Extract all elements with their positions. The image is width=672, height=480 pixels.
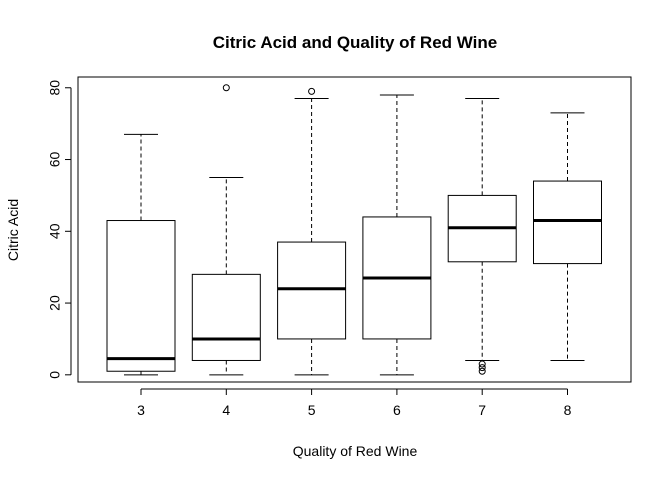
box-4 [191, 84, 261, 376]
y-tick-label: 0 [47, 371, 63, 379]
x-tick-label: 5 [308, 402, 316, 418]
x-tick-label: 6 [393, 402, 401, 418]
x-tick-label: 4 [222, 402, 230, 418]
box-5 [277, 87, 347, 376]
outlier-point [478, 360, 486, 368]
box-7 [447, 98, 517, 375]
box-6 [362, 94, 432, 376]
y-axis-label: Citric Acid [5, 199, 21, 261]
x-axis: 3 4 5 6 7 8 [137, 388, 572, 418]
x-axis-label: Quality of Red Wine [293, 443, 418, 459]
y-axis: 0 20 40 60 80 [47, 80, 72, 379]
outlier-point [478, 364, 486, 372]
plot-frame [77, 76, 632, 383]
y-tick-label: 80 [47, 80, 63, 96]
chart-title: Citric Acid and Quality of Red Wine [213, 33, 497, 52]
iqr-box [533, 180, 602, 265]
outlier-point [308, 87, 316, 95]
iqr-box [277, 241, 347, 340]
iqr-box [106, 220, 176, 372]
box-8 [533, 112, 602, 361]
x-tick-label: 8 [564, 402, 572, 418]
box-3 [106, 133, 176, 376]
outlier-point [478, 367, 486, 375]
outlier-point [222, 84, 230, 92]
x-tick-label: 7 [478, 402, 486, 418]
iqr-box [191, 273, 261, 361]
x-tick-label: 3 [137, 402, 145, 418]
y-tick-label: 20 [47, 295, 63, 311]
boxes-group [106, 84, 602, 376]
y-tick-label: 40 [47, 223, 63, 239]
y-tick-label: 60 [47, 152, 63, 168]
